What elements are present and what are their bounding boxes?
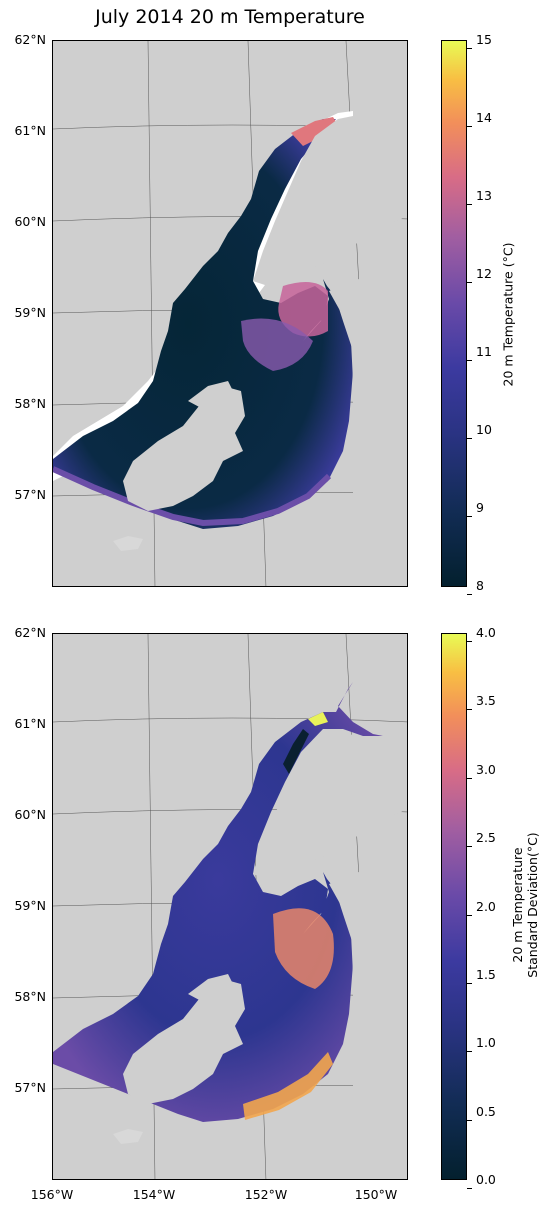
temp-tick-11: 11 xyxy=(467,344,492,367)
trinity-islands xyxy=(113,536,143,551)
lat-label-62n-bottom: 62°N xyxy=(14,625,46,640)
lat-label-58n-top: 58°N xyxy=(14,396,46,411)
water-temperature-field xyxy=(53,119,353,529)
temperature-colorbar xyxy=(441,40,467,587)
mid-warm-patch xyxy=(241,318,313,371)
stddev-label-line2: Standard Deviation(°C) xyxy=(525,832,540,978)
lat-label-59n-bottom: 59°N xyxy=(14,898,46,913)
land-east xyxy=(329,266,407,586)
kenai-peninsula xyxy=(253,41,407,286)
temperature-map-canvas xyxy=(53,41,407,586)
sd-tick-1.0: 1.0 xyxy=(467,1035,496,1058)
figure-title: July 2014 20 m Temperature xyxy=(95,6,365,28)
kodiak-island xyxy=(123,386,245,511)
kenai-peninsula xyxy=(253,732,407,879)
lat-label-57n-bottom: 57°N xyxy=(14,1080,46,1095)
dark-inlet-channel xyxy=(283,729,309,774)
temp-tick-9: 9 xyxy=(467,500,484,523)
sd-tick-1.5: 1.5 xyxy=(467,967,496,990)
lat-label-60n-bottom: 60°N xyxy=(14,807,46,822)
kodiak-island xyxy=(123,979,245,1104)
lon-label-154w: 154°W xyxy=(132,1187,176,1202)
lat-label-58n-bottom: 58°N xyxy=(14,989,46,1004)
temp-tick-12: 12 xyxy=(467,266,492,289)
sd-tick-2.5: 2.5 xyxy=(467,830,496,853)
sd-tick-4.0: 4.0 xyxy=(467,625,496,648)
temperature-map xyxy=(52,40,408,587)
temp-tick-15: 15 xyxy=(467,32,492,55)
sd-tick-3.0: 3.0 xyxy=(467,762,496,785)
lat-label-61n-bottom: 61°N xyxy=(14,716,46,731)
warm-patch xyxy=(278,282,328,337)
outer-warm-band xyxy=(53,466,332,527)
stddev-label-line1: 20 m Temperature xyxy=(510,847,525,963)
sd-tick-0.0: 0.0 xyxy=(467,1172,496,1195)
inlet-head-variance xyxy=(308,712,328,726)
sd-tick-0.5: 0.5 xyxy=(467,1104,496,1127)
stddev-map-canvas xyxy=(53,634,407,1179)
lat-label-62n-top: 62°N xyxy=(14,32,46,47)
stddev-colorbar-label: 20 m Temperature Standard Deviation(°C) xyxy=(510,820,540,990)
lat-label-61n-top: 61°N xyxy=(14,123,46,138)
temp-tick-13: 13 xyxy=(467,188,492,211)
lon-label-152w: 152°W xyxy=(244,1187,288,1202)
afognak-island xyxy=(188,381,233,409)
lat-label-57n-top: 57°N xyxy=(14,487,46,502)
trinity-islands xyxy=(113,1129,143,1144)
outer-edge-variance xyxy=(243,1052,333,1120)
stddev-colorbar xyxy=(441,633,467,1180)
temp-tick-14: 14 xyxy=(467,110,492,133)
land-east xyxy=(329,859,407,1179)
lat-label-59n-top: 59°N xyxy=(14,305,46,320)
lon-label-150w: 150°W xyxy=(354,1187,398,1202)
water-stddev-field xyxy=(53,682,383,1122)
inlet-head-warm xyxy=(291,117,338,146)
sd-tick-3.5: 3.5 xyxy=(467,693,496,716)
sd-tick-2.0: 2.0 xyxy=(467,899,496,922)
temperature-colorbar-label: 20 m Temperature (°C) xyxy=(500,242,516,387)
temp-tick-10: 10 xyxy=(467,422,492,445)
afognak-island xyxy=(188,974,233,1002)
high-variance-patch xyxy=(273,908,334,989)
lat-label-60n-top: 60°N xyxy=(14,214,46,229)
temp-tick-8: 8 xyxy=(467,578,484,601)
stddev-map xyxy=(52,633,408,1180)
lon-label-156w: 156°W xyxy=(30,1187,74,1202)
